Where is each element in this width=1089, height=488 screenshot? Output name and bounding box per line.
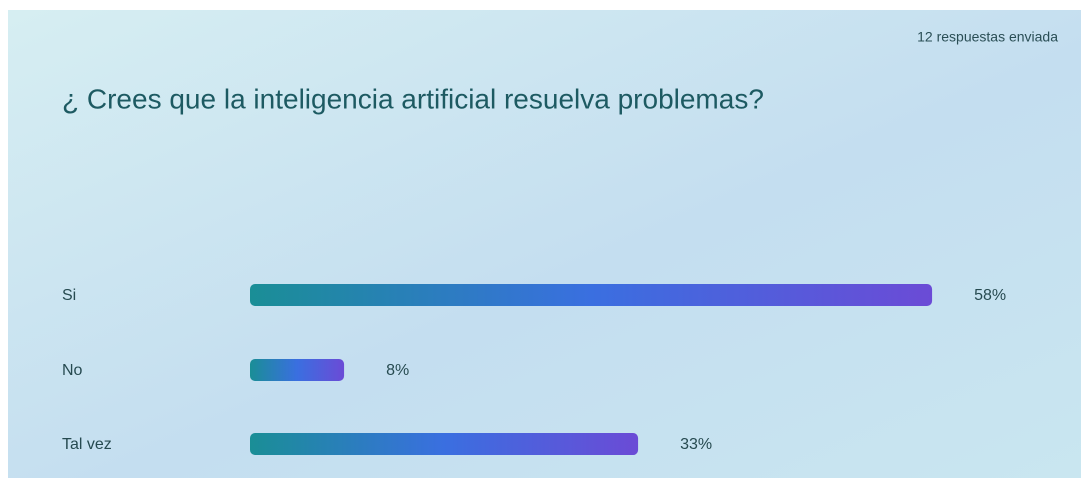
category-label: Tal vez [62,436,112,453]
value-label: 33% [680,436,712,453]
category-label: Si [62,287,76,304]
category-label: No [62,362,83,379]
bar [250,433,639,455]
value-label: 8% [386,362,409,379]
response-count: 12 respuestas enviada [917,29,1058,45]
bar [250,284,933,306]
card [8,10,1081,478]
value-label: 58% [974,287,1006,304]
bar [250,359,345,381]
chart-title: ¿ Crees que la inteligencia artificial r… [62,83,764,114]
